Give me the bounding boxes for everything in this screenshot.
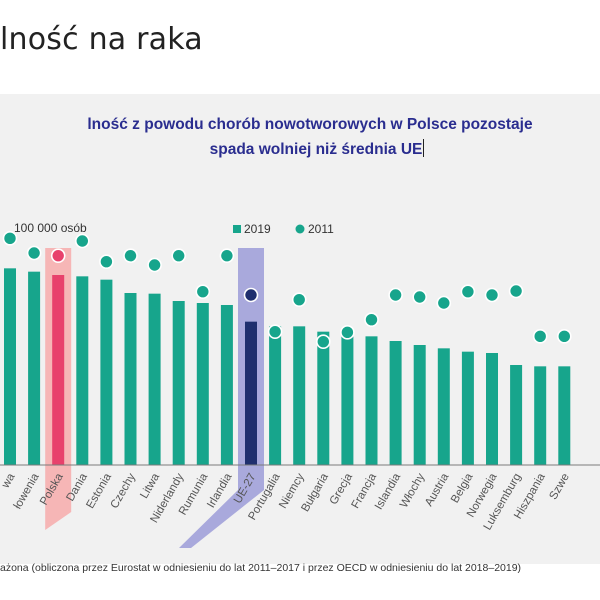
- dot-2011-7: [171, 248, 186, 263]
- chart-title-line-1: lność z powodu chorób nowotworowych w Po…: [87, 116, 533, 133]
- bar-2019-16: [389, 341, 402, 465]
- legend-2011-swatch: [295, 224, 305, 234]
- bar-2019-22: [534, 366, 547, 465]
- dot-2011-20: [484, 287, 500, 303]
- category-label-23: Szwe: [547, 472, 571, 502]
- legend-2019-swatch: [233, 225, 241, 233]
- bar-2019-20: [486, 353, 498, 465]
- eu-highlight-band: [179, 248, 264, 548]
- dot-2011-8: [195, 284, 211, 299]
- category-label-18: Austria: [423, 471, 452, 509]
- dot-2011-3: [75, 233, 90, 249]
- bar-2019-4: [100, 279, 113, 465]
- chart-title-line-2-text: spada wolniej niż średnia UE: [209, 141, 423, 158]
- slide-title: lność na raka: [0, 22, 203, 57]
- chart-title: lność z powodu chorób nowotworowych w Po…: [0, 112, 600, 162]
- bar-2019-1: [28, 271, 41, 465]
- bar-2019-23: [558, 366, 571, 465]
- dot-2011-4: [99, 254, 114, 269]
- legend-2011-label: 2011: [308, 222, 334, 236]
- dot-2011-13: [315, 334, 331, 349]
- bar-2019-2: [52, 275, 65, 465]
- bar-2019-9: [220, 305, 233, 465]
- footnote: ażona (obliczona przez Eurostat w odnies…: [0, 562, 522, 574]
- dot-2011-5: [123, 248, 138, 263]
- dot-2011-1: [26, 245, 42, 261]
- bar-2019-11: [269, 326, 282, 465]
- bar-2019-8: [196, 303, 209, 465]
- dot-2011-10: [243, 287, 259, 303]
- y-axis-label: 100 000 osób: [14, 221, 87, 235]
- text-cursor: [423, 139, 425, 157]
- bar-2019-13: [317, 331, 330, 465]
- bar-2019-19: [461, 351, 474, 465]
- bar-2019-0: [4, 268, 16, 465]
- dot-2011-14: [340, 325, 355, 340]
- dot-2011-9: [219, 248, 235, 263]
- bar-2019-15: [365, 336, 378, 465]
- dot-2011-22: [532, 329, 548, 344]
- category-label-0: wa: [0, 471, 18, 491]
- dot-2011-6: [147, 257, 162, 273]
- bar-2019-6: [148, 293, 161, 465]
- dot-2011-23: [556, 329, 572, 344]
- chart-title-line-2: spada wolniej niż średnia UE: [34, 137, 600, 162]
- dot-2011-2: [50, 248, 66, 263]
- dot-2011-17: [412, 289, 428, 305]
- dot-2011-11: [267, 324, 283, 339]
- bar-2019-12: [293, 326, 306, 465]
- bar-2019-10: [245, 321, 257, 465]
- bar-2019-21: [510, 365, 523, 465]
- bar-2019-7: [172, 301, 185, 465]
- bar-2019-5: [124, 293, 137, 465]
- bar-2019-17: [413, 345, 426, 465]
- bar-2019-18: [437, 348, 450, 465]
- dot-2011-19: [460, 284, 476, 299]
- category-label-6: Litwa: [138, 471, 162, 501]
- bar-2019-14: [341, 333, 354, 465]
- dot-2011-18: [436, 295, 452, 311]
- dot-2011-21: [508, 283, 524, 299]
- dot-2011-15: [364, 312, 379, 327]
- dot-2011-0: [2, 231, 18, 246]
- bar-2019-3: [76, 276, 89, 465]
- legend-2019-label: 2019: [244, 222, 271, 236]
- dot-2011-16: [388, 287, 403, 303]
- dot-2011-12: [291, 292, 307, 307]
